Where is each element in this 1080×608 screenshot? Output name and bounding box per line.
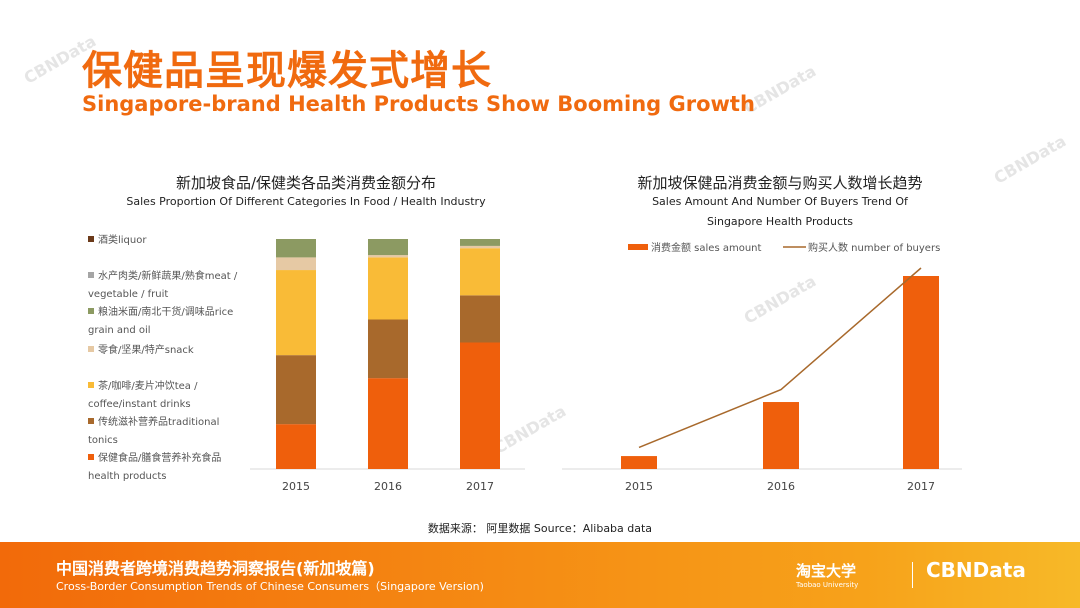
bar-segment xyxy=(460,248,500,296)
x-tick-label: 2016 xyxy=(374,480,402,493)
legend-label: 传统滋补营养品traditional tonics xyxy=(88,417,220,446)
x-tick-label: 2016 xyxy=(767,480,795,493)
legend-label-buyers: 购买人数 number of buyers xyxy=(808,241,940,254)
legend-label: 水产肉类/新鲜蔬果/熟食meat / vegetable / fruit xyxy=(88,271,238,300)
bar-segment xyxy=(460,342,500,469)
buyers-line xyxy=(638,267,922,449)
bar-segment xyxy=(368,239,408,256)
legend-label: 保健食品/膳食营养补充食品health products xyxy=(88,453,222,482)
bar-segment xyxy=(368,255,408,258)
cbndata-logo: CBNData xyxy=(926,558,1026,582)
bar-segment xyxy=(276,270,316,356)
legend-swatch xyxy=(88,382,94,388)
chart1-subtitle: Sales Proportion Of Different Categories… xyxy=(126,195,486,208)
logo-divider xyxy=(912,562,913,588)
bar-segment xyxy=(276,424,316,469)
chart2-title: 新加坡保健品消费金额与购买人数增长趋势 xyxy=(637,174,923,192)
legend-swatch xyxy=(88,308,94,314)
taobao-university-logo: 淘宝大学 Taobao University xyxy=(796,560,858,589)
bar-segment xyxy=(460,239,500,246)
bar-segment xyxy=(276,257,316,271)
x-tick-label: 2015 xyxy=(282,480,310,493)
bar-segment xyxy=(460,295,500,343)
legend-label: 茶/咖啡/麦片冲饮tea / coffee/instant drinks xyxy=(88,381,198,410)
bar-segment xyxy=(276,239,316,258)
legend-item: 零食/坚果/特产snack xyxy=(88,342,248,360)
legend-label: 零食/坚果/特产snack xyxy=(98,345,194,356)
bar xyxy=(763,402,799,469)
bar-segment xyxy=(368,319,408,379)
bar xyxy=(903,276,939,469)
bar-segment xyxy=(368,378,408,469)
legend-swatch xyxy=(88,346,94,352)
legend-item: 酒类liquor xyxy=(88,232,248,250)
legend-item: 传统滋补营养品traditional tonics xyxy=(88,414,248,450)
charts-svg: 2015 2016 2017 2015 2016 2017 消费金额 sales amoun… xyxy=(250,239,962,493)
legend-swatch xyxy=(88,272,94,278)
chart2-subtitle: Sales Amount And Number Of Buyers Trend … xyxy=(652,195,908,228)
legend-label: 酒类liquor xyxy=(98,235,147,246)
legend-swatch-sales xyxy=(628,244,648,250)
logo-text: 淘宝大学 xyxy=(796,562,857,580)
legend-item: 粮油米面/南北干货/调味品rice grain and oil xyxy=(88,304,248,340)
chart1-title: 新加坡食品/保健类各品类消费金额分布 xyxy=(175,174,437,192)
legend-item: 保健食品/膳食营养补充食品health products xyxy=(88,450,248,486)
footer-title-cn: 中国消费者跨境消费趋势洞察报告(新加坡篇) xyxy=(56,559,375,578)
page-subtitle: Singapore-brand Health Products Show Boo… xyxy=(82,92,755,116)
legend-item: 茶/咖啡/麦片冲饮tea / coffee/instant drinks xyxy=(88,378,248,414)
bar-segment xyxy=(460,245,500,249)
bar-segment xyxy=(368,257,408,320)
data-source: 数据来源： 阿里数据 Source：Alibaba data xyxy=(427,522,653,535)
legend-label-sales: 消费金额 sales amount xyxy=(651,241,761,254)
footer-banner xyxy=(0,542,1080,608)
logo-subtext: Taobao University xyxy=(796,581,859,589)
legend-item: 水产肉类/新鲜蔬果/熟食meat / vegetable / fruit xyxy=(88,268,248,304)
footer-title-en: Cross-Border Consumption Trends of Chine… xyxy=(56,580,484,593)
legend-label: 粮油米面/南北干货/调味品rice grain and oil xyxy=(88,307,234,336)
bar-segment xyxy=(276,355,316,425)
bar xyxy=(621,456,657,469)
legend-swatch xyxy=(88,454,94,460)
legend-swatch xyxy=(88,418,94,424)
legend-swatch xyxy=(88,236,94,242)
page-title: 保健品呈现爆发式增长 xyxy=(82,48,492,94)
x-tick-label: 2017 xyxy=(907,480,935,493)
x-tick-label: 2017 xyxy=(466,480,494,493)
x-tick-label: 2015 xyxy=(625,480,653,493)
